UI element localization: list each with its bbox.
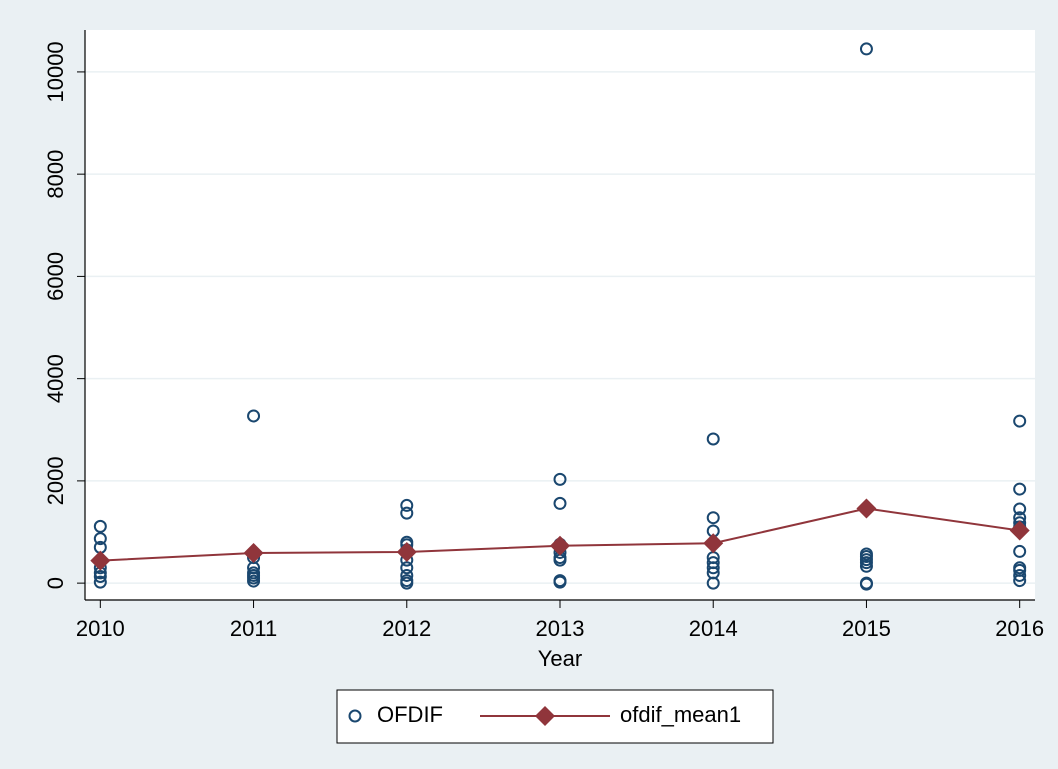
scatter-point: [1013, 568, 1027, 582]
scatter-point: [706, 561, 720, 575]
x-tick-label: 2014: [689, 616, 738, 641]
legend-symbol: [535, 706, 555, 726]
legend-label: ofdif_mean1: [620, 702, 741, 727]
scatter-point: [859, 577, 873, 591]
x-axis-title: Year: [538, 646, 582, 671]
marks: [90, 42, 1030, 591]
y-tick-label: 6000: [43, 252, 68, 301]
grid: [85, 71, 1035, 584]
x-tick-label: 2015: [842, 616, 891, 641]
scatter-point: [247, 409, 261, 423]
x-tick-label: 2016: [995, 616, 1044, 641]
y-tick-label: 4000: [43, 354, 68, 403]
line-marker: [243, 542, 264, 563]
legend-symbol: [348, 709, 362, 723]
scatter-point: [859, 556, 873, 570]
scatter-point: [1013, 574, 1027, 588]
scatter-point: [859, 559, 873, 573]
scatter-point: [247, 574, 261, 588]
scatter-point: [93, 569, 107, 583]
y-tick-label: 2000: [43, 456, 68, 505]
scatter-point: [706, 511, 720, 525]
line-marker: [1009, 520, 1030, 541]
scatter-point: [1013, 544, 1027, 558]
scatter-point: [1013, 502, 1027, 516]
scatter-point: [553, 575, 567, 589]
x-tick-label: 2013: [536, 616, 585, 641]
y-tick-label: 8000: [43, 150, 68, 199]
y-tick-label: 10000: [43, 41, 68, 102]
scatter-point: [400, 506, 414, 520]
scatter-point: [400, 498, 414, 512]
line-marker: [90, 550, 111, 571]
scatter-point: [1013, 482, 1027, 496]
scatter-point: [400, 561, 414, 575]
scatter-point: [1013, 414, 1027, 428]
scatter-point: [706, 576, 720, 590]
line-marker: [703, 533, 724, 554]
scatter-point: [553, 472, 567, 486]
x-tick-label: 2011: [230, 616, 277, 641]
scatter-point: [706, 432, 720, 446]
x-tick-label: 2012: [382, 616, 431, 641]
scatter-point: [93, 532, 107, 546]
scatter-point: [553, 496, 567, 510]
line-marker: [856, 498, 877, 519]
line-marker: [550, 535, 570, 556]
legend-label: OFDIF: [377, 702, 443, 727]
y-tick-label: 0: [43, 577, 68, 589]
line-marker: [396, 541, 417, 562]
scatter-point: [93, 519, 107, 533]
scatter-point: [859, 42, 873, 56]
scatter-point: [400, 568, 414, 582]
scatter-point: [93, 575, 107, 589]
x-tick-label: 2010: [76, 616, 125, 641]
scatter-point: [400, 576, 414, 590]
plot-area: [85, 30, 1035, 600]
